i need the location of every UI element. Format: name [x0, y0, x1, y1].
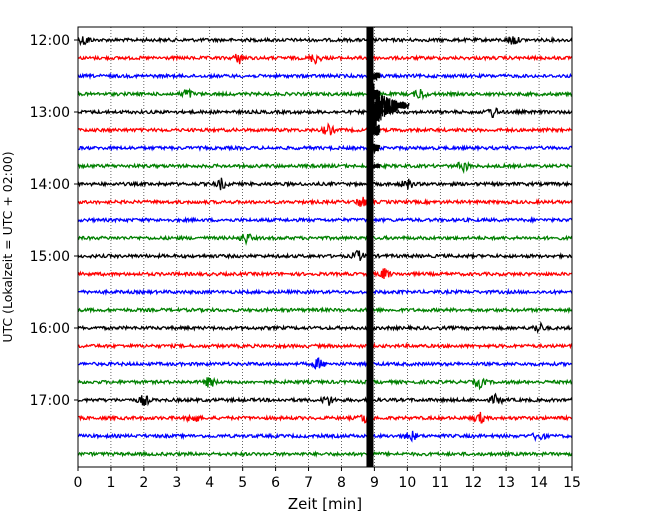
event-envelope-row-2: [366, 72, 381, 82]
x-axis-label: Zeit [min]: [288, 495, 362, 513]
trace-row-23: [77, 450, 573, 458]
event-envelope-row-7: [366, 162, 381, 171]
x-tick-label-9: 9: [370, 475, 379, 491]
trace-row-15: [77, 306, 573, 315]
event-coda: [368, 79, 410, 133]
trace-row-8: [77, 177, 573, 191]
trace-row-9: [77, 196, 573, 208]
trace-row-22: [77, 430, 573, 443]
seismogram-traces: [77, 35, 573, 458]
trace-row-5: [77, 122, 573, 136]
trace-row-1: [77, 53, 573, 65]
trace-row-18: [77, 357, 573, 370]
event-envelope-row-6: [366, 143, 381, 155]
y-tick-label-1: 13:00: [30, 105, 70, 121]
trace-row-12: [77, 249, 573, 262]
event-envelope-row-3: [366, 88, 381, 101]
x-tick-label-5: 5: [238, 475, 247, 491]
y-axis-ticks: 12:00 13:00 14:00 15:00 16:00 17:00: [30, 33, 78, 409]
event-envelope-row-5: [366, 123, 381, 137]
trace-row-20: [77, 392, 573, 407]
trace-row-3: [77, 87, 573, 101]
event-envelope-row-4: [366, 101, 381, 119]
trace-row-11: [77, 233, 573, 246]
x-axis-ticks: 0 1 2 3 4 5 6 7 8 9 10 11 12 13 14 15: [74, 467, 581, 491]
trace-row-21: [77, 411, 573, 424]
x-tick-label-6: 6: [271, 475, 280, 491]
x-tick-label-1: 1: [106, 475, 115, 491]
trace-row-4: [77, 107, 573, 118]
x-tick-label-13: 13: [497, 475, 515, 491]
trace-row-16: [77, 320, 573, 334]
grid-lines: [110, 27, 540, 467]
y-tick-label-3: 15:00: [30, 249, 70, 265]
y-axis-label: UTC (Lokalzeit = UTC + 02:00): [0, 151, 15, 342]
x-tick-label-12: 12: [464, 475, 482, 491]
x-tick-label-7: 7: [304, 475, 313, 491]
plot-frame: [77, 26, 573, 468]
x-tick-label-11: 11: [431, 475, 449, 491]
y-tick-label-2: 14:00: [30, 177, 70, 193]
trace-row-2: [77, 72, 573, 80]
y-tick-label-5: 17:00: [30, 393, 70, 409]
event-band: [366, 27, 374, 467]
x-tick-label-3: 3: [172, 475, 181, 491]
trace-row-0: [77, 35, 573, 47]
trace-row-10: [77, 216, 573, 224]
x-tick-label-14: 14: [530, 475, 548, 491]
x-tick-label-10: 10: [398, 475, 416, 491]
trace-row-7: [77, 160, 572, 175]
x-tick-label-4: 4: [205, 475, 214, 491]
trace-row-17: [77, 342, 573, 350]
trace-row-14: [77, 287, 573, 296]
y-tick-label-4: 16:00: [30, 321, 70, 337]
y-tick-label-0: 12:00: [30, 33, 70, 49]
x-tick-label-0: 0: [74, 475, 83, 491]
trace-row-13: [77, 268, 573, 279]
x-tick-label-15: 15: [563, 475, 581, 491]
x-tick-label-8: 8: [337, 475, 346, 491]
trace-row-6: [77, 144, 573, 152]
x-tick-label-2: 2: [139, 475, 148, 491]
trace-row-19: [77, 376, 573, 391]
earthquake-event: [366, 27, 410, 467]
